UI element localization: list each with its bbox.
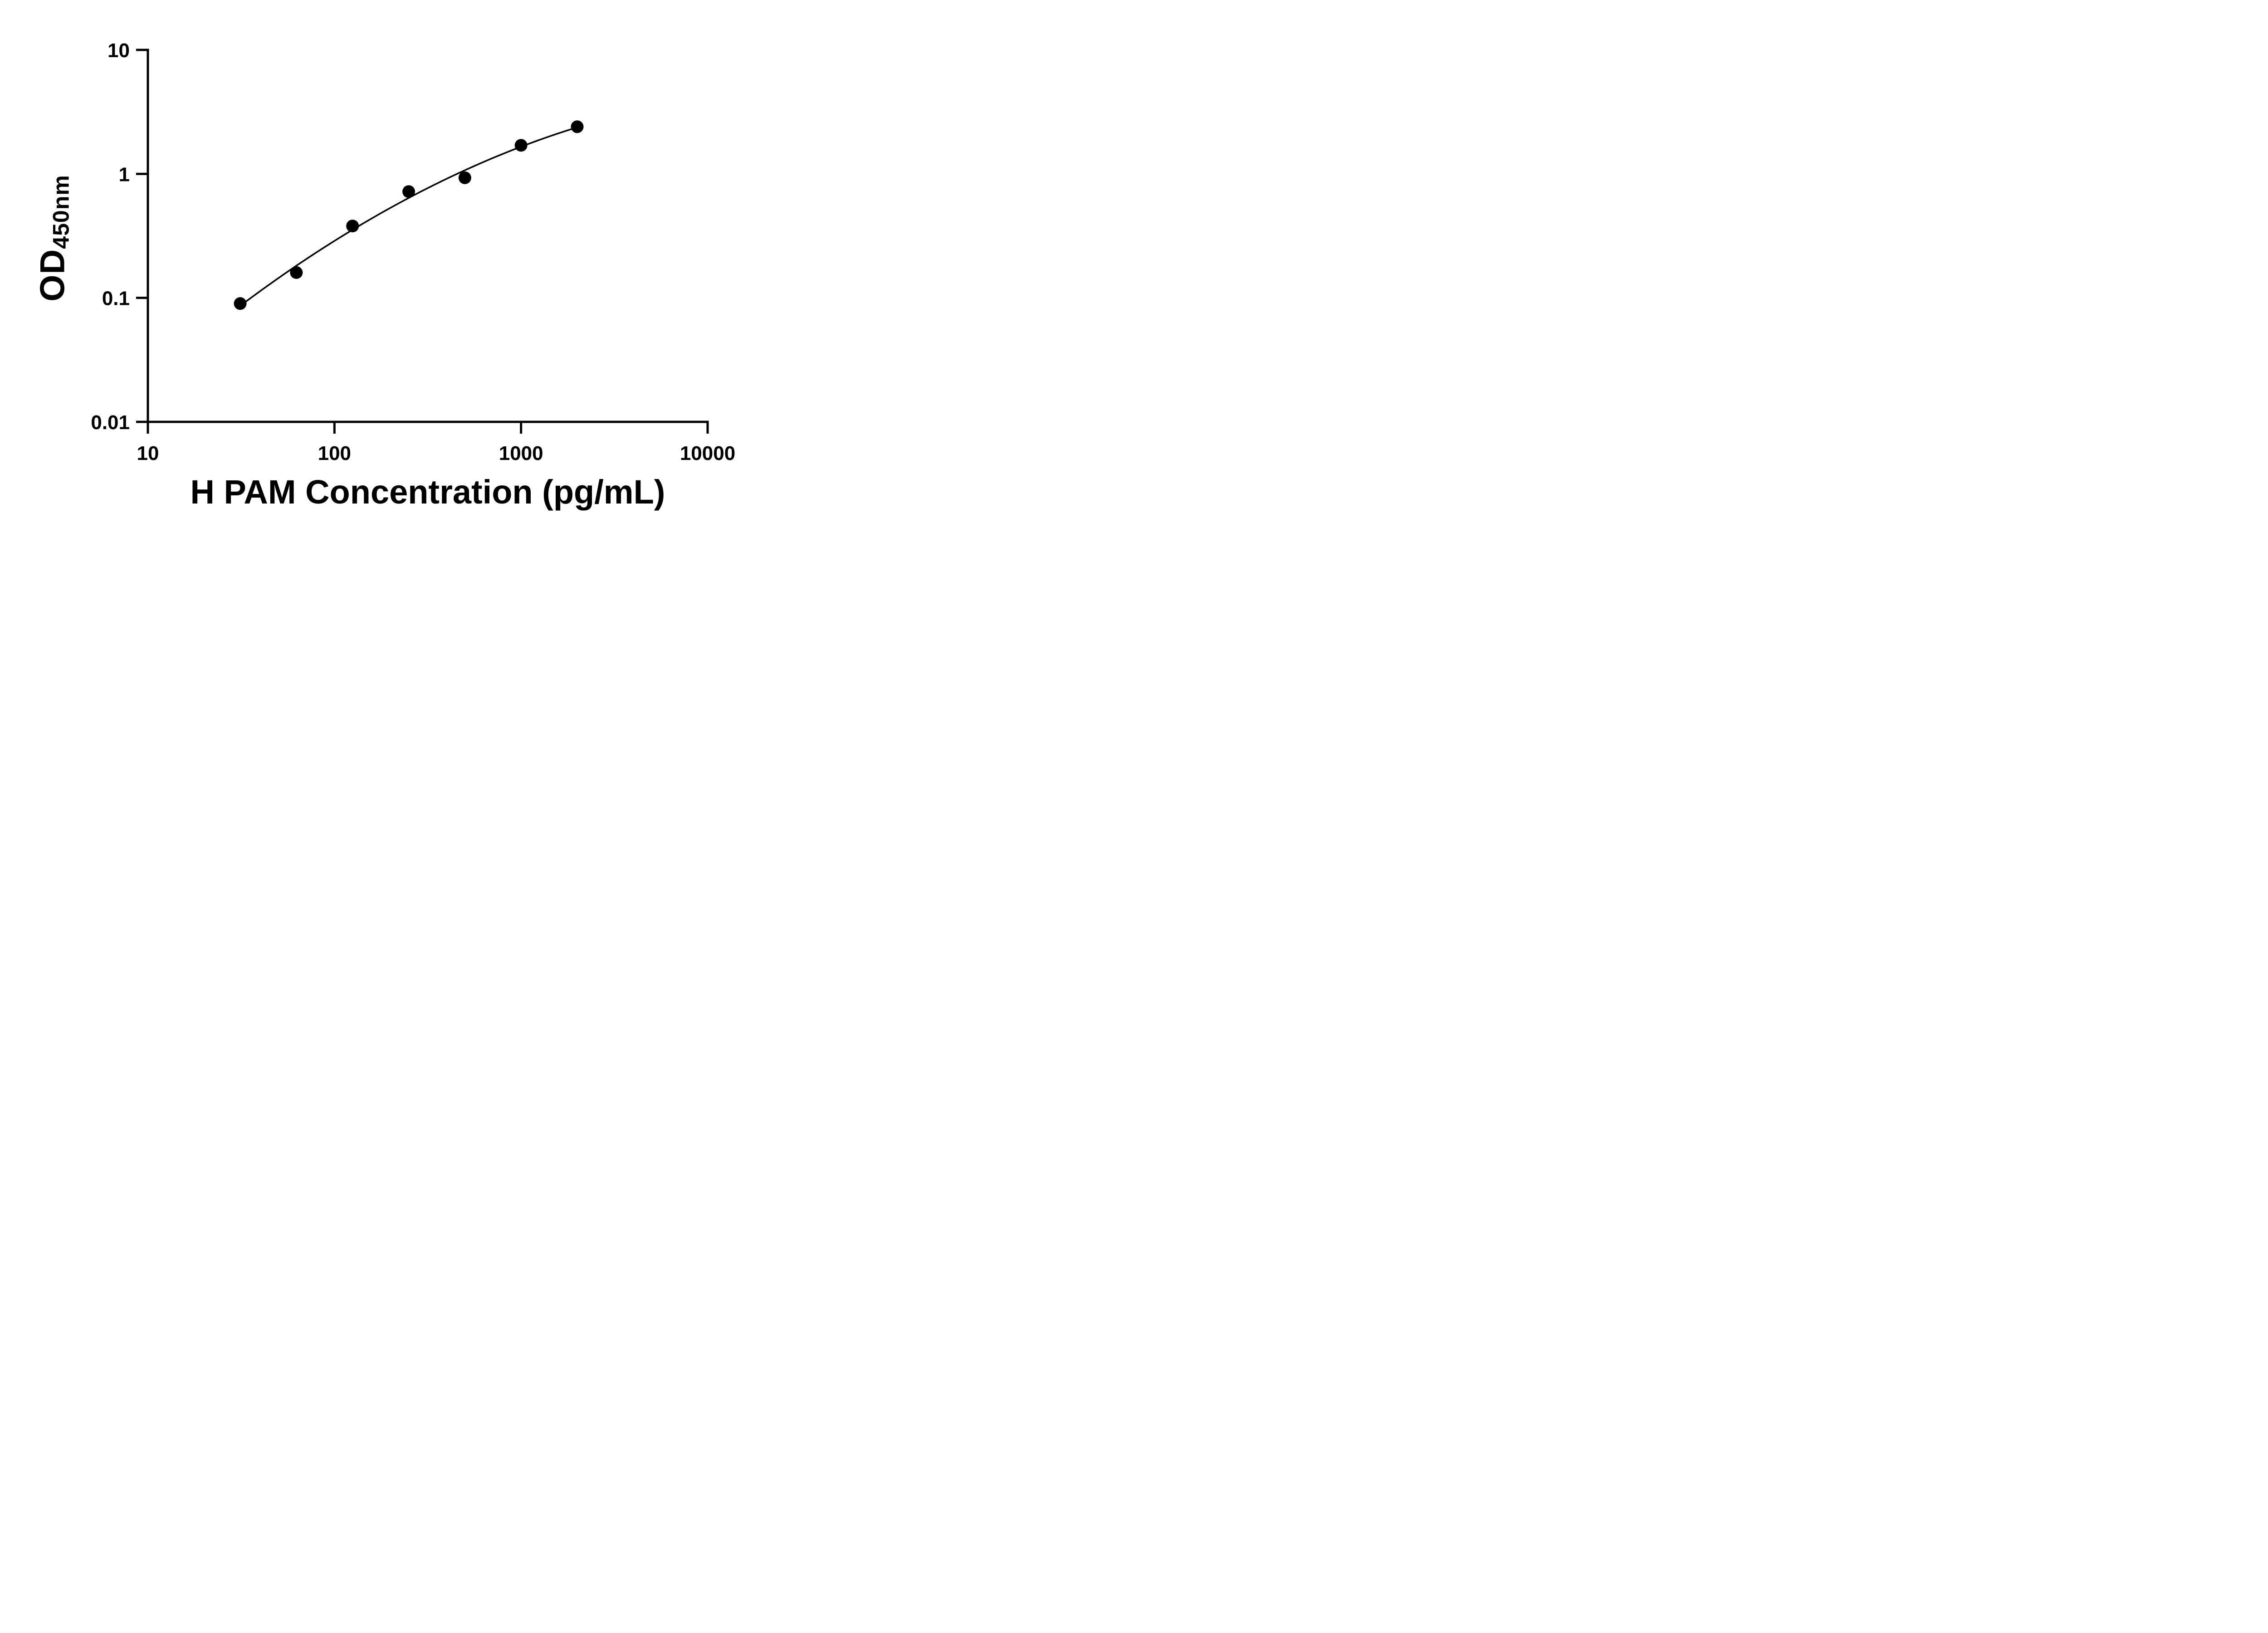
x-tick-label: 100 xyxy=(318,442,351,464)
data-point xyxy=(514,139,528,152)
data-point xyxy=(234,297,247,310)
x-axis-title: H PAM Concentration (pg/mL) xyxy=(190,473,665,511)
y-tick-label: 0.01 xyxy=(91,411,130,434)
elisa-standard-curve-figure: 10 100 1000 10000 10 1 0.1 0.01 OD450nm H PAM C… xyxy=(0,0,777,544)
data-point xyxy=(458,171,471,184)
x-tick-label: 10000 xyxy=(680,442,735,464)
data-point xyxy=(571,120,584,133)
x-tick-label: 10 xyxy=(137,442,159,464)
x-tick-label: 1000 xyxy=(499,442,543,464)
y-tick-label: 1 xyxy=(119,163,130,186)
y-axis-title-main: OD xyxy=(33,249,72,302)
y-tick-label: 10 xyxy=(108,39,130,62)
y-tick-label: 0.1 xyxy=(102,288,130,310)
data-point xyxy=(346,220,359,233)
y-axis-title-subscript: 450nm xyxy=(48,175,74,249)
data-point xyxy=(402,185,415,198)
chart-svg: 10 100 1000 10000 10 1 0.1 0.01 xyxy=(91,39,735,464)
y-axis-title: OD450nm xyxy=(33,175,74,301)
fit-curve xyxy=(237,126,578,308)
data-point xyxy=(290,266,303,279)
